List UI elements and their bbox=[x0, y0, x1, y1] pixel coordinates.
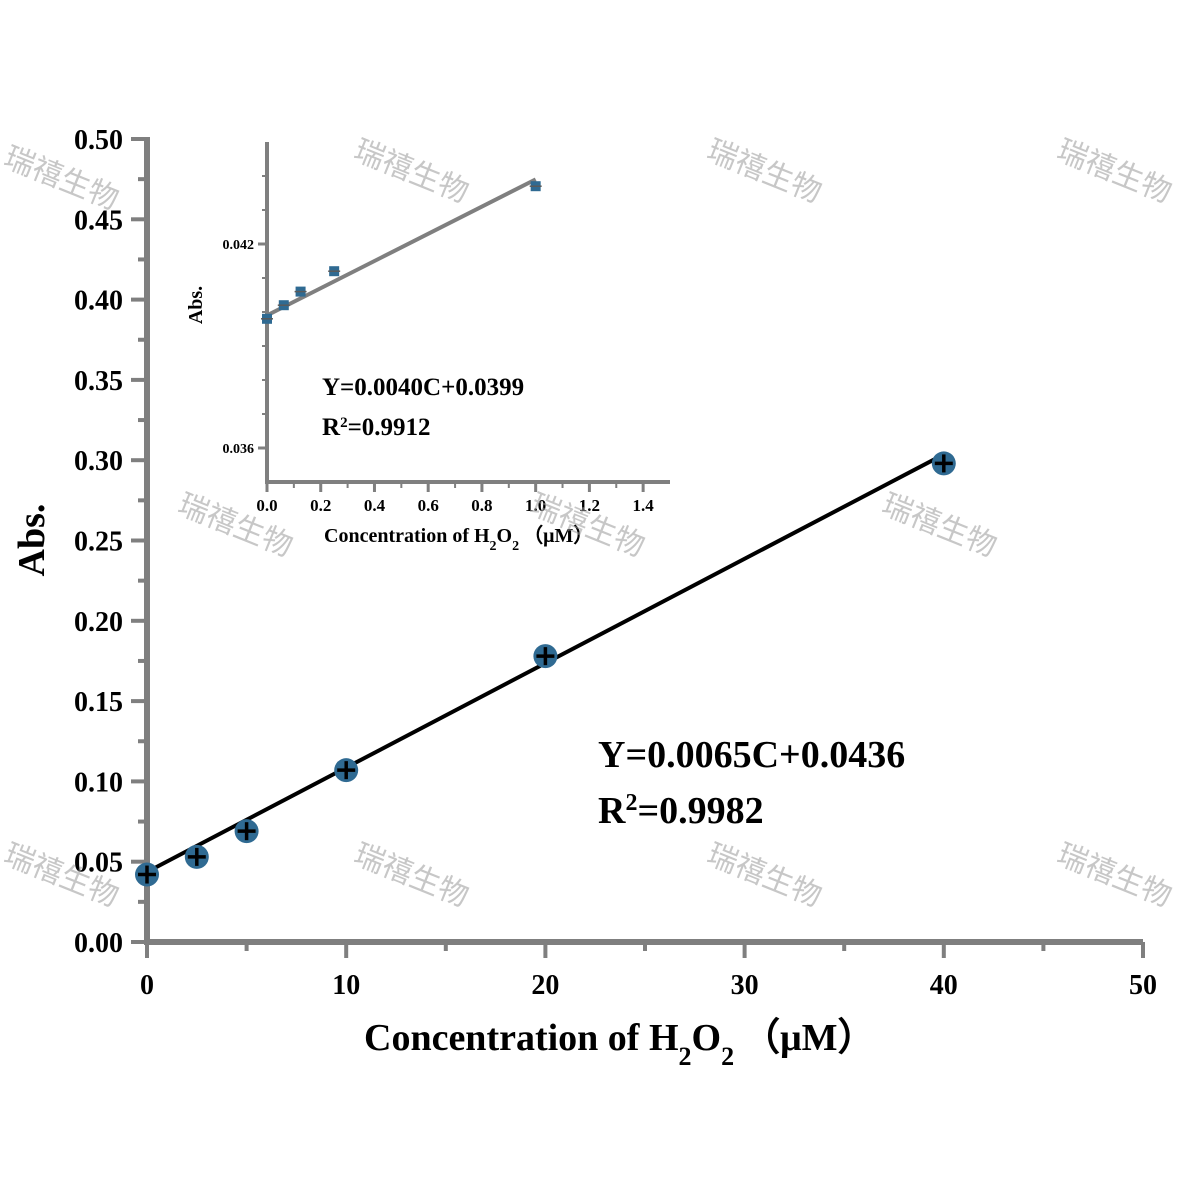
inset-r2-value: =0.9912 bbox=[348, 414, 431, 441]
watermark: 瑞禧生物 bbox=[702, 133, 826, 210]
main-y-tick-label: 0.40 bbox=[74, 286, 123, 317]
watermark: 瑞禧生物 bbox=[1052, 837, 1176, 914]
main-r2-sup: 2 bbox=[625, 790, 637, 816]
inset-x-tick-label: 0.2 bbox=[310, 496, 331, 515]
main-y-tick-label: 0.05 bbox=[74, 848, 123, 879]
main-data-point bbox=[135, 862, 159, 887]
main-x-title-mid: O bbox=[692, 1017, 722, 1059]
inset-tick-labels: 0.036 0.042 0.0 0.2 0.4 0.6 0.8 1.0 1.2 1.4 bbox=[223, 238, 655, 515]
inset-equation: Y=0.0040C+0.0399 bbox=[322, 374, 524, 401]
inset-data-point bbox=[529, 181, 542, 192]
main-r2-value: =0.9982 bbox=[637, 790, 763, 832]
watermark: 瑞禧生物 bbox=[349, 837, 473, 914]
main-x-title-sub2: 2 bbox=[721, 1042, 734, 1071]
inset-data-point bbox=[294, 286, 307, 297]
main-y-tick-label: 0.25 bbox=[74, 527, 123, 558]
inset-x-title-sub1: 2 bbox=[490, 539, 497, 554]
main-r2-prefix: R bbox=[598, 790, 626, 832]
main-y-tick-label: 0.15 bbox=[74, 687, 123, 718]
inset-r-squared: R2=0.9912 bbox=[322, 414, 431, 441]
watermark: 瑞禧生物 bbox=[877, 487, 1001, 564]
main-x-tick-label: 10 bbox=[332, 970, 360, 1001]
inset-x-tick-label: 1.4 bbox=[633, 496, 655, 515]
main-x-tick-label: 20 bbox=[531, 970, 559, 1001]
main-y-axis-title: Abs. bbox=[11, 504, 53, 577]
watermark: 瑞禧生物 bbox=[702, 837, 826, 914]
main-x-title-prefix: Concentration of H bbox=[364, 1017, 679, 1059]
main-y-tick-label: 0.30 bbox=[74, 446, 123, 477]
main-y-tick-label: 0.10 bbox=[74, 767, 123, 798]
main-ticks bbox=[131, 137, 1145, 958]
main-y-tick-label: 0.35 bbox=[74, 366, 123, 397]
main-r-squared: R2=0.9982 bbox=[598, 790, 764, 832]
main-data-point bbox=[184, 844, 209, 869]
inset-data-point bbox=[328, 266, 341, 277]
watermark: 瑞禧生物 bbox=[173, 487, 297, 564]
main-data-point bbox=[533, 644, 558, 669]
main-data-point bbox=[234, 819, 259, 844]
main-x-tick-label: 30 bbox=[731, 970, 759, 1001]
inset-x-title-suffix: （μM） bbox=[523, 524, 593, 547]
main-y-tick-label: 0.00 bbox=[74, 928, 123, 959]
inset-r2-sup: 2 bbox=[340, 415, 348, 431]
inset-x-tick-label: 0.6 bbox=[418, 496, 439, 515]
inset-x-tick-label: 1.2 bbox=[579, 496, 600, 515]
watermark: 瑞禧生物 bbox=[1052, 133, 1176, 210]
main-data-point bbox=[931, 451, 956, 476]
main-data-point bbox=[334, 758, 359, 783]
main-x-tick-label: 40 bbox=[930, 970, 958, 1001]
inset-x-tick-label: 0.0 bbox=[256, 496, 277, 515]
main-y-tick-label: 0.50 bbox=[74, 125, 123, 156]
inset-fit-line-group bbox=[266, 177, 537, 318]
main-points bbox=[135, 451, 956, 887]
inset-y-axis-title: Abs. bbox=[185, 286, 207, 324]
inset-fit-line bbox=[266, 177, 537, 318]
inset-ticks bbox=[258, 175, 645, 492]
inset-data-point bbox=[277, 300, 290, 311]
inset-x-title-sub2: 2 bbox=[512, 539, 519, 554]
main-y-tick-label: 0.45 bbox=[74, 205, 123, 236]
inset-r2-prefix: R bbox=[322, 414, 341, 441]
watermark: 瑞禧生物 bbox=[349, 133, 473, 210]
inset-data-point bbox=[261, 313, 273, 324]
inset-points bbox=[261, 181, 542, 324]
main-y-tick-label: 0.20 bbox=[74, 607, 123, 638]
inset-x-tick-label: 1.0 bbox=[525, 496, 546, 515]
main-x-tick-label: 50 bbox=[1129, 970, 1157, 1001]
inset-x-title-mid: O bbox=[497, 525, 513, 547]
inset-x-tick-label: 0.4 bbox=[364, 496, 386, 515]
main-x-title-sub1: 2 bbox=[679, 1042, 692, 1071]
inset-x-tick-label: 0.8 bbox=[471, 496, 492, 515]
inset-x-axis-title: Concentration of H2O2 （μM） bbox=[324, 524, 593, 554]
main-x-tick-label: 0 bbox=[140, 970, 154, 1001]
watermarks: 瑞禧生物 瑞禧生物 瑞禧生物 瑞禧生物 瑞禧生物 瑞禧生物 瑞禧生物 瑞禧生物 … bbox=[0, 133, 1176, 914]
inset-y-tick-label: 0.036 bbox=[223, 442, 255, 457]
main-x-axis-title: Concentration of H2O2 （μM） bbox=[364, 1017, 876, 1071]
inset-y-tick-label: 0.042 bbox=[223, 238, 255, 253]
main-equation: Y=0.0065C+0.0436 bbox=[598, 734, 905, 776]
main-x-title-suffix: （μM） bbox=[742, 1017, 875, 1059]
inset-x-title-prefix: Concentration of H bbox=[324, 525, 490, 547]
main-tick-labels: 0.000.050.100.150.200.250.300.350.400.45… bbox=[74, 125, 1157, 1001]
